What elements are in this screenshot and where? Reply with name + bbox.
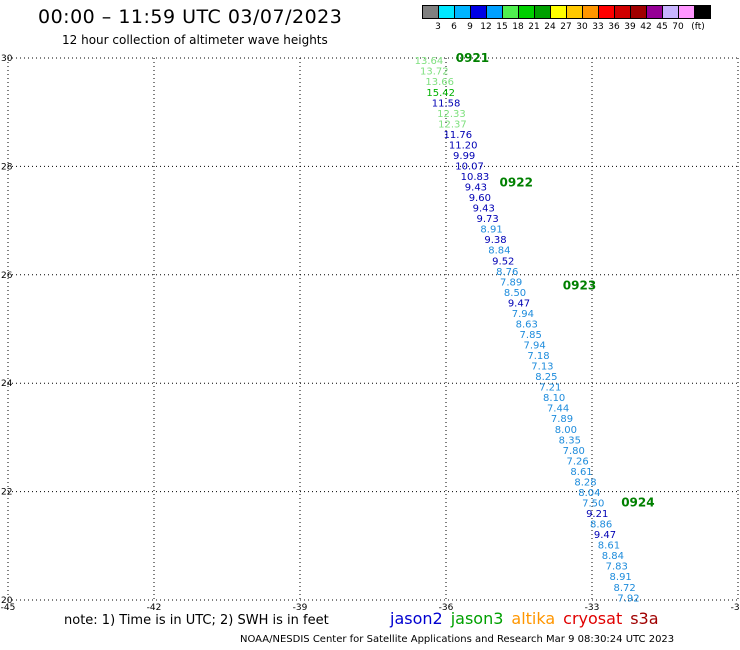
- wave-height-label: 7.18: [527, 351, 549, 362]
- wave-height-label: 8.63: [516, 319, 538, 330]
- y-tick-label: 24: [1, 379, 13, 389]
- wave-height-label: 7.92: [617, 593, 639, 604]
- satellite-s3a: s3a: [630, 609, 659, 628]
- wave-height-label: 8.86: [590, 520, 612, 531]
- wave-height-label: 12.37: [438, 119, 467, 130]
- footer-credit: NOAA/NESDIS Center for Satellite Applica…: [240, 634, 675, 645]
- legend-label: 45: [656, 22, 668, 32]
- legend-label: 30: [576, 22, 588, 32]
- wave-height-label: 8.28: [574, 477, 596, 488]
- wave-height-label: 7.89: [551, 414, 573, 425]
- wave-height-label: 8.10: [543, 393, 565, 404]
- wave-height-label: 7.21: [539, 383, 561, 394]
- satellite-cryosat: cryosat: [563, 609, 623, 628]
- wave-height-label: 8.61: [598, 541, 620, 552]
- legend-label: 33: [592, 22, 604, 32]
- wave-height-label: 9.60: [469, 193, 491, 204]
- time-label: 0921: [456, 51, 489, 65]
- wave-height-label: 11.58: [432, 98, 461, 109]
- satellite-altika: altika: [511, 609, 556, 628]
- legend-label: 27: [560, 22, 572, 32]
- wave-height-label: 7.26: [567, 456, 589, 467]
- legend-label: 21: [528, 22, 540, 32]
- wave-height-label: 9.43: [465, 183, 487, 194]
- y-tick-label: 28: [1, 162, 13, 172]
- x-tick-label: -45: [1, 603, 16, 613]
- wave-height-label: 7.94: [512, 309, 534, 320]
- wave-height-label: 8.50: [504, 288, 526, 299]
- satellite-jason2: jason2: [390, 609, 443, 628]
- wave-height-label: 7.44: [547, 404, 569, 415]
- wave-height-label: 11.76: [443, 130, 472, 141]
- legend-label: 9: [467, 22, 473, 32]
- legend-label: 15: [496, 22, 508, 32]
- y-tick-label: 20: [1, 596, 13, 606]
- wave-height-label: 8.04: [578, 488, 600, 499]
- wave-height-label: 8.61: [570, 467, 592, 478]
- wave-height-label: 10.83: [461, 172, 490, 183]
- legend-label: 70: [672, 22, 684, 32]
- wave-height-label: 9.52: [492, 256, 514, 267]
- legend-label: 42: [640, 22, 652, 32]
- wave-height-label: 9.47: [594, 530, 616, 541]
- wave-height-label: 7.13: [531, 362, 553, 373]
- wave-height-label: 9.38: [484, 235, 506, 246]
- wave-height-label: 10.07: [455, 161, 484, 172]
- legend-label: 36: [608, 22, 620, 32]
- y-tick-label: 22: [1, 488, 12, 498]
- x-tick-label: -39: [293, 603, 308, 613]
- wave-height-label: 9.47: [508, 298, 530, 309]
- note-text: note: 1) Time is in UTC; 2) SWH is in fe…: [64, 613, 329, 628]
- wave-height-label: 8.91: [610, 572, 632, 583]
- legend-swatch: [694, 5, 711, 19]
- chart-title: 00:00 – 11:59 UTC 03/07/2023: [38, 6, 343, 28]
- wave-height-label: 8.76: [496, 267, 518, 278]
- wave-height-label: 8.35: [559, 435, 581, 446]
- wave-height-label: 7.80: [563, 446, 585, 457]
- wave-height-label: 8.25: [535, 372, 557, 383]
- legend-label: (ft): [691, 22, 705, 32]
- legend-label: 12: [480, 22, 492, 32]
- wave-height-label: 9.21: [586, 509, 608, 520]
- time-label: 0922: [500, 176, 533, 190]
- wave-height-label: 15.42: [426, 88, 455, 99]
- chart-subtitle: 12 hour collection of altimeter wave hei…: [62, 33, 328, 47]
- legend-label: 18: [512, 22, 524, 32]
- wave-height-label: 9.99: [453, 151, 475, 162]
- legend-label: 3: [435, 22, 441, 32]
- wave-height-label: 7.83: [606, 562, 628, 573]
- wave-height-label: 13.66: [425, 77, 454, 88]
- wave-height-label: 8.00: [555, 425, 577, 436]
- wave-height-label: 7.89: [500, 277, 522, 288]
- wave-height-label: 11.20: [449, 140, 478, 151]
- wave-height-label: 8.84: [602, 551, 624, 562]
- wave-height-label: 7.50: [582, 499, 604, 510]
- color-scale-legend: [422, 5, 711, 19]
- x-tick-label: -42: [147, 603, 162, 613]
- satellite-legend: jason2 jason3 altika cryosat s3a: [390, 609, 667, 628]
- wave-height-label: 7.85: [520, 330, 542, 341]
- x-tick-label: -30: [731, 603, 740, 613]
- wave-height-label: 13.72: [420, 67, 449, 78]
- legend-label: 39: [624, 22, 636, 32]
- y-tick-label: 26: [1, 271, 13, 281]
- wave-height-label: 9.73: [477, 214, 499, 225]
- wave-height-label: 7.94: [523, 341, 545, 352]
- x-tick-label: -33: [585, 603, 600, 613]
- time-label: 0924: [621, 495, 654, 509]
- legend-label: 6: [451, 22, 457, 32]
- x-tick-label: -36: [439, 603, 454, 613]
- wave-height-label: 8.72: [613, 583, 635, 594]
- wave-height-label: 13.64: [415, 56, 444, 67]
- y-tick-label: 30: [1, 54, 13, 64]
- time-label: 0923: [563, 279, 596, 293]
- satellite-jason3: jason3: [450, 609, 504, 628]
- wave-height-label: 8.84: [488, 246, 510, 257]
- legend-label: 24: [544, 22, 556, 32]
- wave-height-label: 8.91: [480, 225, 502, 236]
- wave-height-label: 12.33: [437, 109, 466, 120]
- wave-height-label: 9.43: [473, 204, 495, 215]
